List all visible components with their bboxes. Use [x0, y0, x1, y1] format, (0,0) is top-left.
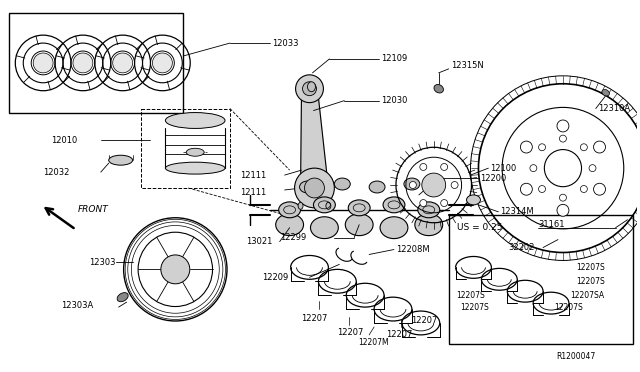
Ellipse shape: [467, 195, 481, 205]
Circle shape: [441, 163, 447, 170]
Circle shape: [593, 183, 605, 195]
Text: 12207S: 12207S: [456, 291, 485, 300]
Text: 12207S: 12207S: [576, 277, 605, 286]
Text: 12207: 12207: [301, 314, 328, 324]
Text: 12010: 12010: [51, 136, 77, 145]
Circle shape: [161, 255, 190, 284]
Circle shape: [559, 194, 566, 201]
Bar: [141, 109, 230, 188]
Text: 12207S: 12207S: [576, 263, 605, 272]
Ellipse shape: [334, 178, 350, 190]
Ellipse shape: [310, 217, 339, 238]
Circle shape: [152, 53, 172, 73]
Ellipse shape: [165, 113, 225, 128]
Text: 12207SA: 12207SA: [570, 291, 604, 300]
Circle shape: [420, 200, 427, 206]
Bar: [10, 13, 183, 113]
Text: 12207: 12207: [386, 330, 412, 339]
Circle shape: [580, 144, 588, 151]
Ellipse shape: [602, 89, 609, 96]
Text: R1200047: R1200047: [556, 352, 595, 361]
Ellipse shape: [404, 178, 420, 190]
Text: 12207S: 12207S: [461, 302, 490, 312]
Ellipse shape: [165, 162, 225, 174]
Text: 12207M: 12207M: [358, 338, 389, 347]
Ellipse shape: [300, 181, 316, 193]
Text: 12030: 12030: [381, 96, 408, 105]
Circle shape: [520, 141, 532, 153]
Ellipse shape: [326, 202, 331, 209]
Polygon shape: [301, 89, 328, 188]
Text: 12208M: 12208M: [396, 245, 429, 254]
Text: 13021: 13021: [246, 237, 272, 246]
Text: 12310A: 12310A: [598, 104, 630, 113]
Circle shape: [422, 173, 445, 197]
Circle shape: [113, 53, 132, 73]
Text: 12207: 12207: [411, 317, 437, 326]
Text: FRONT: FRONT: [78, 205, 109, 214]
Text: 32202: 32202: [508, 243, 534, 252]
Text: 12032: 12032: [43, 168, 70, 177]
Text: 12109: 12109: [381, 54, 407, 64]
Circle shape: [305, 178, 324, 198]
Text: 12209: 12209: [262, 273, 288, 282]
Circle shape: [451, 182, 458, 189]
Ellipse shape: [278, 202, 301, 218]
Circle shape: [557, 120, 569, 132]
Text: 12207: 12207: [337, 328, 364, 337]
Ellipse shape: [109, 155, 132, 165]
Ellipse shape: [348, 200, 370, 216]
Ellipse shape: [314, 197, 335, 213]
Text: US = 0.25: US = 0.25: [456, 223, 502, 232]
Circle shape: [73, 53, 93, 73]
Text: 12111: 12111: [240, 189, 266, 198]
Ellipse shape: [298, 202, 303, 209]
Text: 12303A: 12303A: [61, 301, 93, 310]
Ellipse shape: [345, 214, 373, 235]
Circle shape: [294, 168, 334, 208]
Ellipse shape: [434, 84, 444, 93]
Circle shape: [589, 165, 596, 171]
Text: 12200: 12200: [481, 174, 507, 183]
Bar: [449, 215, 632, 344]
Text: 12314M: 12314M: [500, 207, 534, 216]
Text: 12033: 12033: [272, 39, 298, 48]
Circle shape: [520, 183, 532, 195]
Circle shape: [441, 200, 447, 206]
Circle shape: [538, 186, 545, 192]
Text: 12100: 12100: [490, 164, 516, 173]
Circle shape: [33, 53, 53, 73]
Ellipse shape: [276, 214, 303, 235]
Circle shape: [538, 144, 545, 151]
Ellipse shape: [383, 197, 405, 213]
Ellipse shape: [117, 293, 128, 302]
Ellipse shape: [380, 217, 408, 238]
Circle shape: [296, 75, 323, 103]
Circle shape: [557, 204, 569, 216]
Text: 12299: 12299: [280, 233, 306, 242]
Circle shape: [410, 182, 417, 189]
Text: 12111: 12111: [240, 171, 266, 180]
Ellipse shape: [186, 148, 204, 156]
Circle shape: [593, 141, 605, 153]
Ellipse shape: [415, 214, 443, 235]
Text: 12303: 12303: [89, 258, 115, 267]
Circle shape: [530, 165, 537, 171]
Ellipse shape: [307, 82, 316, 92]
Ellipse shape: [369, 181, 385, 193]
Circle shape: [420, 163, 427, 170]
Text: 12207S: 12207S: [554, 302, 583, 312]
Circle shape: [580, 186, 588, 192]
Ellipse shape: [418, 202, 440, 218]
Text: 12315N: 12315N: [451, 61, 483, 70]
Circle shape: [303, 82, 316, 96]
Text: 31161: 31161: [538, 220, 564, 229]
Circle shape: [559, 135, 566, 142]
